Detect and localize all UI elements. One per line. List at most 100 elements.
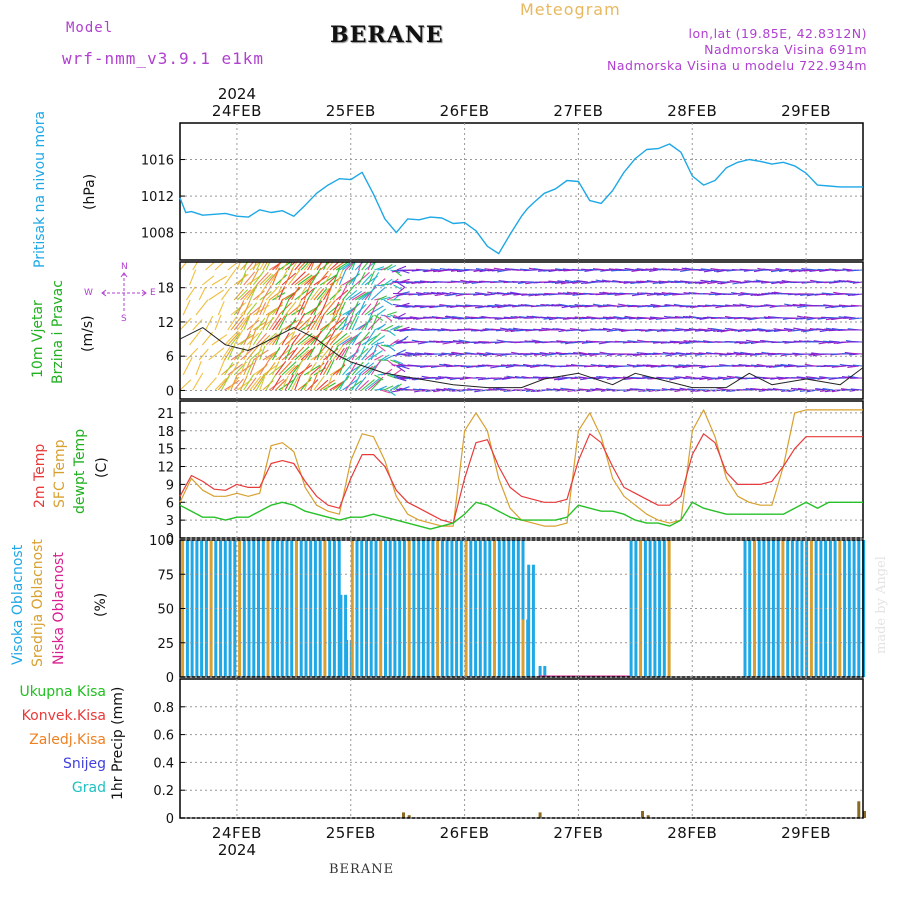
cloud-bar (786, 540, 790, 677)
wind-barb (225, 301, 231, 315)
wind-barb (329, 316, 345, 331)
wind-barb (613, 292, 624, 295)
cloud-bar (521, 619, 525, 677)
wind-barb (602, 327, 614, 331)
wind-barb (377, 308, 386, 316)
wind-barb (265, 270, 279, 286)
wind-barb (215, 288, 223, 300)
wind-barb (275, 379, 287, 391)
wind-barb (396, 287, 405, 295)
wind-barb (434, 293, 445, 297)
wind-barb (640, 329, 652, 332)
wind-barb (294, 374, 302, 391)
wind-barb (316, 360, 325, 376)
wind-barb (663, 293, 675, 297)
wind-barb (716, 329, 729, 333)
wind-barb (568, 304, 579, 307)
cloud-bar (337, 540, 341, 677)
wind-barb (666, 377, 678, 380)
wind-barb (647, 305, 659, 308)
wind-barb (345, 302, 361, 316)
cloud-bar (412, 540, 416, 677)
wind-barb (291, 376, 299, 391)
wind-barb (338, 301, 346, 316)
wind-barb (205, 377, 217, 391)
wind-barb (680, 269, 691, 273)
bottom-day-label: 25FEB (326, 824, 376, 842)
wind-barb (215, 306, 230, 315)
wind-barb (233, 348, 246, 361)
wind-barb (351, 342, 362, 361)
top-day-label: 29FEB (781, 102, 831, 120)
wind-barb (502, 377, 512, 380)
wind-barb (598, 305, 611, 308)
wind-barb (281, 298, 290, 316)
wind-barb (300, 362, 311, 376)
wind-barb (316, 270, 329, 286)
wind-barb (565, 388, 576, 391)
pressure-ytick-label: 1016 (141, 154, 174, 169)
top-year-label: 2024 (218, 85, 256, 103)
wind-barb (821, 292, 834, 295)
wind-barb (218, 318, 228, 330)
wind-barb (281, 272, 297, 286)
wind-barb (573, 351, 585, 355)
wind-barb (202, 305, 212, 315)
cloud-bar (417, 540, 421, 677)
wind-barb (180, 287, 190, 301)
cloud-bar (185, 540, 189, 677)
wind-barb (278, 344, 290, 361)
cloud-bar (527, 564, 531, 677)
wind-barb (708, 293, 719, 296)
wind-barb (669, 377, 681, 381)
cloud-bar (847, 540, 851, 677)
wind-barb (275, 315, 286, 331)
wind-barb (374, 341, 385, 346)
wind-barb (609, 329, 620, 332)
model-elevation-label: Nadmorska Visina u modelu 722.934m (607, 58, 867, 73)
wind-barb (364, 329, 376, 346)
wind-barb (335, 262, 350, 271)
wind-barb (700, 268, 713, 271)
bottom-year-label: 2024 (218, 841, 256, 859)
wind-barb (243, 373, 255, 391)
wind-barb (224, 268, 237, 286)
wind-barb (196, 273, 207, 285)
wind-barb (243, 316, 251, 331)
wind-barb (377, 278, 386, 286)
wind-barb (361, 345, 374, 361)
cloud-bar (852, 540, 856, 677)
wind-barb (243, 330, 252, 346)
wind-barb (402, 304, 413, 307)
wind-barb (448, 340, 461, 343)
wind-barb (374, 284, 385, 287)
wind-barb (452, 315, 464, 319)
wind-barb (278, 361, 292, 376)
wind-barb (696, 364, 706, 367)
compass-east-label: E (150, 288, 156, 298)
wind-barb (445, 315, 458, 319)
cloud-bar (662, 540, 666, 677)
wind-barb (444, 316, 455, 319)
wind-barb (374, 266, 385, 271)
bottom-day-label: 29FEB (781, 824, 831, 842)
precip-ytick-label: 0.2 (153, 784, 174, 799)
wind-barb (370, 300, 379, 316)
wind-barb (476, 352, 487, 355)
wind-barb (307, 346, 316, 361)
wind-barb (396, 349, 407, 355)
wind-barb (202, 256, 210, 270)
wind-barb (256, 262, 262, 271)
temp-ytick-label: 18 (157, 425, 174, 440)
wind-barb (278, 313, 288, 331)
wind-barb (806, 268, 818, 271)
wind-barb (393, 383, 402, 391)
wind-barb (739, 341, 751, 345)
wind-barb (319, 329, 332, 346)
cloud-bar (266, 540, 270, 677)
wind-barb (675, 365, 687, 369)
wind-barb (291, 271, 306, 286)
wind-barb (577, 340, 589, 343)
wind-barb (326, 327, 337, 346)
model-label: Model (66, 20, 114, 36)
